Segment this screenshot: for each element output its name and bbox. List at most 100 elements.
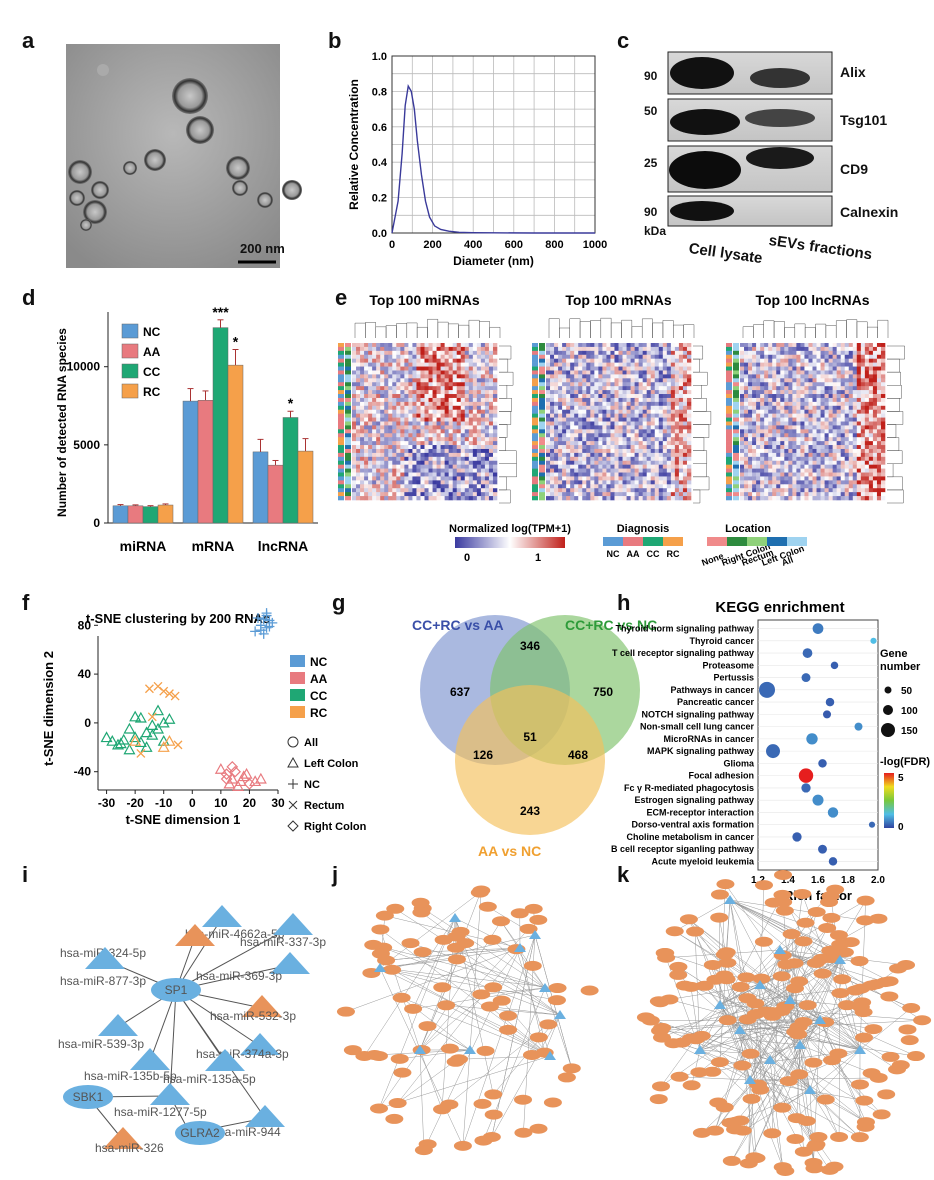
diagnosis-label: CC (647, 549, 660, 559)
heatmap-cell (468, 374, 474, 379)
heatmap-cell (388, 456, 393, 462)
heatmap-cell (352, 374, 357, 379)
heatmap-cell (590, 464, 595, 469)
heatmap-cell (558, 445, 563, 450)
heatmap-cell (844, 476, 850, 481)
heatmap-cell (476, 413, 482, 418)
heatmap-cell (844, 413, 850, 418)
heatmap-cell (622, 386, 627, 391)
heatmap-cell (852, 496, 858, 501)
heatmap-cell (594, 433, 599, 438)
heatmap-cell (428, 456, 433, 462)
heatmap-cell (586, 390, 591, 395)
heatmap-cell (558, 464, 563, 469)
heatmap-cell (614, 488, 619, 493)
heatmap-cell (686, 496, 692, 501)
annotation-location (539, 390, 545, 395)
heatmap-cell (586, 362, 591, 367)
heatmap-cell (372, 480, 377, 485)
heatmap-cell (558, 358, 563, 363)
heatmap-cell (376, 421, 381, 426)
heatmap-cell (468, 362, 474, 367)
heatmap-cell (864, 484, 870, 489)
heatmap-cell (876, 378, 882, 383)
heatmap-cell (456, 374, 462, 379)
heatmap-cell (562, 417, 567, 422)
heatmap-cell (744, 346, 749, 352)
heatmap-cell (558, 472, 563, 477)
heatmap-cell (400, 370, 405, 375)
heatmap-cell (444, 386, 449, 391)
heatmap-cell (820, 452, 825, 458)
heatmap-cell (678, 445, 684, 450)
heatmap-cell (848, 496, 854, 501)
heatmap-cell (472, 394, 478, 399)
heatmap-cell (444, 437, 449, 442)
heatmap-cell (360, 370, 365, 375)
heatmap-cell (404, 448, 409, 454)
heatmap-cell (784, 480, 789, 485)
heatmap-cell (852, 425, 858, 430)
heatmap-cell (686, 350, 692, 356)
heatmap-cell (876, 390, 882, 395)
annotation-diagnosis (338, 358, 344, 363)
heatmap-cell (396, 397, 401, 403)
heatmap-cell (860, 468, 866, 473)
heatmap-cell (554, 394, 559, 399)
heatmap-cell (602, 366, 607, 371)
heatmap-cell (408, 480, 413, 485)
heatmap-cell (880, 386, 886, 391)
plot-frame (757, 619, 879, 871)
heatmap-cell (804, 484, 809, 489)
heatmap-cell (796, 343, 801, 348)
annotation-location (539, 405, 545, 411)
heatmap-cell (832, 370, 837, 375)
heatmap-cell (836, 417, 841, 422)
heatmap-cell (574, 456, 579, 462)
heatmap-cell (824, 362, 829, 367)
location-swatch (767, 537, 787, 546)
heatmap-cell (654, 362, 660, 367)
heatmap-cell (780, 417, 785, 422)
heatmap-cell (460, 441, 466, 446)
heatmap-cell (586, 468, 591, 473)
heatmap-cell (424, 448, 429, 454)
heatmap-cell (388, 429, 393, 434)
heatmap-cell (816, 460, 821, 465)
heatmap-cell (412, 417, 417, 422)
heatmap-cell (352, 460, 357, 465)
heatmap-cell (780, 374, 785, 379)
legend-swatch (290, 672, 305, 684)
heatmap-cell (598, 421, 603, 426)
heatmap-cell (582, 374, 587, 379)
heatmap-cell (682, 394, 688, 399)
heatmap-cell (480, 390, 486, 395)
heatmap-cell (396, 425, 401, 430)
heatmap-cell (380, 425, 385, 430)
heatmap-cell (464, 366, 470, 371)
heatmap-cell (812, 484, 817, 489)
heatmap-cell (868, 448, 874, 454)
heatmap-cell (630, 378, 635, 383)
heatmap-cell (594, 421, 599, 426)
heatmap-cell (614, 456, 619, 462)
heatmap-cell (586, 343, 591, 348)
heatmap-cell (646, 401, 652, 407)
heatmap-cell (804, 445, 809, 450)
heatmap-cell (792, 488, 797, 493)
heatmap-cell (436, 468, 441, 473)
heatmap-cell (384, 460, 389, 465)
heatmap-cell (586, 405, 591, 411)
heatmap-cell (872, 480, 878, 485)
heatmap-cell (586, 346, 591, 352)
heatmap-cell (760, 456, 765, 462)
heatmap-cell (666, 405, 672, 411)
annotation-diagnosis (338, 460, 344, 465)
heatmap-cell (800, 354, 805, 359)
heatmap-cell (562, 425, 567, 430)
heatmap-cell (428, 405, 433, 411)
heatmap-cell (760, 476, 765, 481)
heatmap-cell (784, 390, 789, 395)
heatmap-cell (788, 354, 793, 359)
heatmap-cell (464, 397, 470, 403)
